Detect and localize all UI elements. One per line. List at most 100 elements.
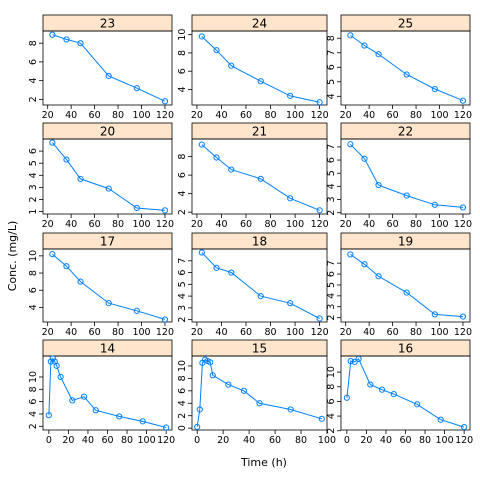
data-point bbox=[361, 42, 368, 49]
x-tick-label: 60 bbox=[387, 110, 399, 121]
y-tick-label: 4 bbox=[28, 78, 39, 84]
x-tick-label: 40 bbox=[215, 327, 227, 338]
y-tick-label: 4 bbox=[28, 411, 39, 417]
y-tick-label: 8 bbox=[326, 35, 337, 41]
data-point bbox=[228, 166, 235, 173]
y-tick-label: 1 bbox=[28, 209, 39, 215]
y-tick-label: 4 bbox=[177, 86, 188, 92]
data-point bbox=[213, 154, 220, 161]
y-tick-label: 4 bbox=[326, 293, 337, 299]
x-tick-label: 80 bbox=[264, 327, 276, 338]
data-point bbox=[347, 141, 354, 148]
data-point bbox=[316, 207, 323, 214]
data-point bbox=[49, 31, 56, 38]
x-tick-label: 100 bbox=[318, 435, 336, 446]
series-line bbox=[52, 34, 166, 102]
y-tick-label: 5 bbox=[326, 170, 337, 176]
data-point bbox=[198, 141, 205, 148]
data-point bbox=[69, 397, 76, 404]
x-tick-label: 20 bbox=[340, 110, 352, 121]
y-tick-label: 5 bbox=[326, 79, 337, 85]
x-tick-label: 100 bbox=[430, 110, 448, 121]
series-line bbox=[48, 357, 167, 428]
y-tick-label: 2 bbox=[28, 423, 39, 429]
panel-frame bbox=[340, 138, 471, 215]
data-point bbox=[63, 156, 70, 163]
data-point bbox=[228, 269, 235, 276]
y-tick-label: 7 bbox=[177, 258, 188, 264]
data-point bbox=[92, 407, 99, 414]
x-tick-label: 40 bbox=[380, 435, 392, 446]
x-tick-label: 20 bbox=[217, 435, 229, 446]
data-point bbox=[403, 289, 410, 296]
data-point bbox=[437, 416, 444, 423]
x-tick-label: 0 bbox=[194, 435, 200, 446]
panel-frame bbox=[191, 138, 328, 215]
data-point bbox=[403, 192, 410, 199]
data-point bbox=[378, 386, 386, 393]
y-tick-label: 6 bbox=[177, 172, 188, 178]
x-tick-label: 40 bbox=[65, 110, 77, 121]
x-tick-label: 100 bbox=[132, 327, 150, 338]
x-tick-label: 20 bbox=[62, 435, 74, 446]
x-tick-label: 100 bbox=[286, 110, 304, 121]
x-tick-label: 120 bbox=[454, 110, 472, 121]
x-tick-label: 60 bbox=[89, 327, 101, 338]
x-tick-label: 80 bbox=[264, 110, 276, 121]
data-point bbox=[257, 175, 264, 182]
y-tick-label: 8 bbox=[177, 375, 188, 381]
data-point bbox=[361, 155, 368, 162]
data-point bbox=[403, 71, 410, 78]
y-tick-label: 4 bbox=[326, 93, 337, 99]
data-point bbox=[287, 300, 294, 307]
x-tick-label: 20 bbox=[191, 219, 203, 230]
data-point bbox=[213, 264, 220, 271]
x-tick-label: 120 bbox=[311, 110, 329, 121]
x-tick-label: 60 bbox=[240, 110, 252, 121]
strip-label: 17 bbox=[100, 235, 115, 249]
x-tick-label: 40 bbox=[82, 435, 94, 446]
y-tick-label: 4 bbox=[177, 400, 188, 406]
y-tick-label: 6 bbox=[28, 287, 39, 293]
x-tick-label: 60 bbox=[399, 435, 411, 446]
x-tick-label: 80 bbox=[410, 110, 422, 121]
panel-frame bbox=[42, 355, 173, 431]
series-line bbox=[52, 253, 166, 320]
x-tick-label: 40 bbox=[65, 219, 77, 230]
series-line bbox=[350, 143, 464, 208]
y-tick-label: 4 bbox=[326, 183, 337, 189]
y-tick-label: 6 bbox=[177, 270, 188, 276]
x-tick-label: 100 bbox=[430, 327, 448, 338]
panel-frame bbox=[340, 30, 471, 106]
y-tick-label: 6 bbox=[177, 388, 188, 394]
x-tick-label: 120 bbox=[156, 327, 174, 338]
y-tick-label: 3 bbox=[326, 304, 337, 310]
data-point bbox=[375, 51, 382, 58]
data-point bbox=[213, 47, 220, 54]
y-tick-label: 6 bbox=[28, 59, 39, 65]
data-point bbox=[347, 358, 354, 365]
x-tick-label: 100 bbox=[286, 327, 304, 338]
data-point bbox=[63, 36, 70, 43]
x-tick-label: 80 bbox=[295, 435, 307, 446]
data-point bbox=[347, 251, 354, 258]
x-tick-label: 40 bbox=[363, 110, 375, 121]
y-tick-label: 2 bbox=[28, 196, 39, 202]
data-point bbox=[49, 355, 56, 362]
y-tick-label: 6 bbox=[177, 68, 188, 74]
x-tick-label: 60 bbox=[387, 327, 399, 338]
data-point bbox=[198, 33, 205, 40]
x-tick-label: 0 bbox=[344, 435, 350, 446]
y-tick-label: 7 bbox=[326, 144, 337, 150]
data-point bbox=[105, 72, 112, 80]
data-point bbox=[209, 372, 216, 379]
x-tick-label: 60 bbox=[269, 435, 281, 446]
data-point bbox=[459, 204, 467, 211]
y-tick-label: 8 bbox=[28, 270, 39, 276]
x-tick-label: 40 bbox=[363, 327, 375, 338]
y-tick-label: 5 bbox=[326, 282, 337, 288]
data-point bbox=[194, 423, 201, 430]
